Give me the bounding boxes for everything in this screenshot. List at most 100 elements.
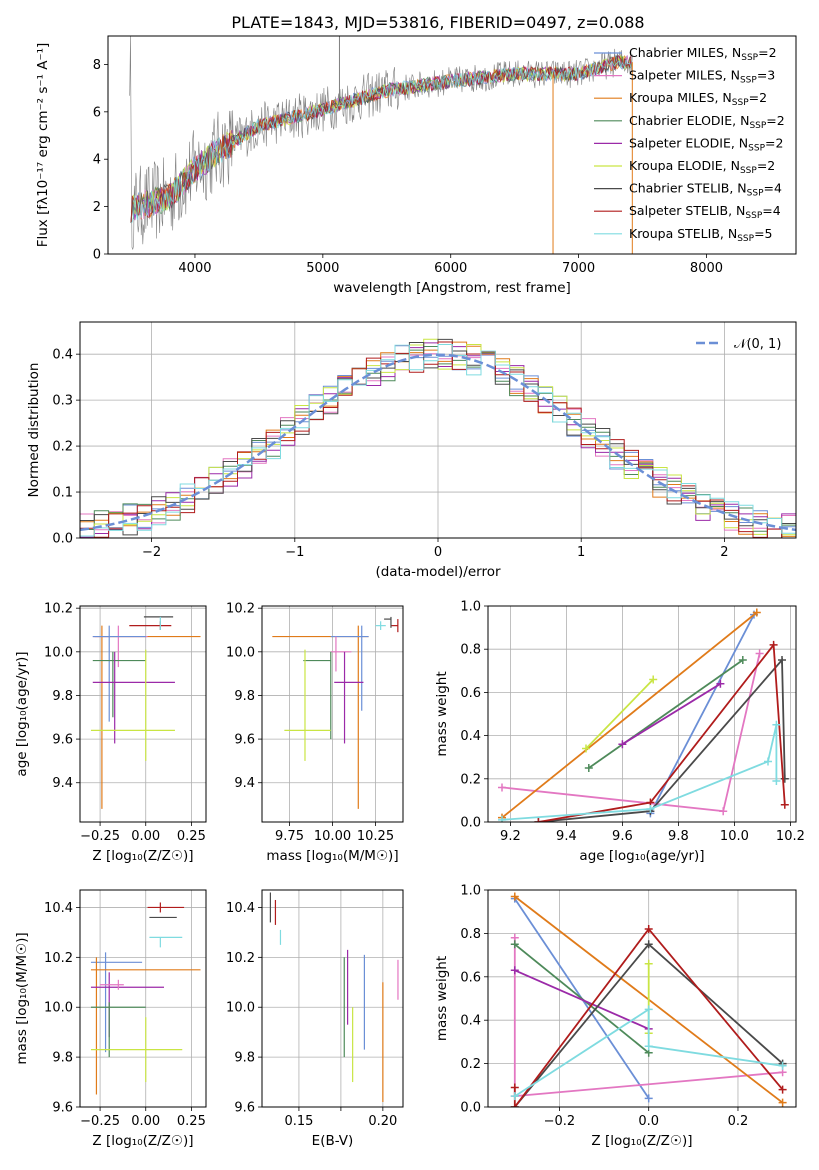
model-line	[130, 55, 632, 224]
weight-marker	[644, 959, 653, 968]
weight-marker	[778, 1061, 787, 1070]
weight-marker	[778, 1098, 787, 1107]
x-tick-label: 0.00	[131, 829, 160, 844]
legend-label: Chabrier ELODIE, NSSP=2	[629, 113, 785, 131]
axes-frame	[107, 35, 797, 255]
y-tick-label: 9.6	[52, 733, 73, 748]
x-tick-label: −2	[142, 545, 161, 560]
x-tick-label: 0.15	[284, 1114, 313, 1129]
mass-vs-ebv-panel: 0.15 0.20 9.6 9.8 10.0 10.2 10.4 E(B-V)	[226, 889, 404, 1149]
y-tick-label: 0.8	[460, 643, 481, 658]
y-tick-label: 10.0	[226, 1001, 255, 1016]
y-axis-label: Normed distribution	[26, 363, 42, 498]
x-axis-label: wavelength [Angstrom, rest frame]	[333, 280, 571, 296]
weight-vs-z-marks	[510, 892, 787, 1107]
y-tick-label: 0.1	[52, 486, 73, 501]
weight-marker	[764, 757, 772, 766]
x-axis-label: age [log₁₀(age/yr)]	[579, 848, 704, 864]
x-tick-label: −1	[285, 545, 304, 560]
x-tick-label: 10.0	[720, 829, 749, 844]
x-tick-label: 9.2	[500, 829, 521, 844]
y-tick-label: 10.2	[44, 951, 73, 966]
x-axis-label: Z [log₁₀(Z/Z☉)]	[92, 1133, 193, 1149]
model-line	[130, 59, 632, 224]
weight-marker	[510, 966, 519, 975]
x-tick-label: 0.20	[368, 1114, 397, 1129]
y-tick-label: 9.4	[234, 776, 255, 791]
histogram-step	[80, 344, 796, 538]
x-tick-label: 6000	[434, 261, 467, 276]
weight-marker	[644, 1042, 653, 1051]
y-tick-label: 4	[93, 153, 101, 168]
axes-frame	[261, 889, 404, 1108]
weight-marker	[498, 815, 506, 822]
x-tick-label: 0.25	[177, 829, 206, 844]
y-tick-label: 9.8	[234, 1051, 255, 1066]
y-tick-label: 9.6	[234, 1101, 255, 1116]
y-tick-label: 10.0	[44, 645, 73, 660]
y-tick-label: 0.0	[460, 816, 481, 831]
weight-marker	[510, 1083, 519, 1092]
weight-marker	[646, 805, 655, 814]
weight-marker	[716, 679, 725, 688]
x-axis-label: (data-model)/error	[375, 564, 501, 580]
legend-label: Salpeter STELIB, NSSP=4	[629, 203, 781, 221]
y-tick-label: 9.6	[234, 733, 255, 748]
spectrum-panel: 4000 5000 6000 7000 8000 0 2 4 6 8 wavelength [Ang…	[35, 35, 797, 296]
y-tick-label: 0.4	[460, 729, 481, 744]
plot-area: 4000 5000 6000 7000 8000 0 2 4 6 8 wavelength [Ang…	[14, 35, 805, 1149]
weight-line	[514, 969, 650, 1030]
x-tick-label: −0.25	[80, 1114, 120, 1129]
model-line	[130, 55, 632, 224]
x-axis-label: Z [log₁₀(Z/Z☉)]	[591, 1133, 692, 1149]
y-tick-label: 0.6	[460, 686, 481, 701]
model-line	[130, 55, 632, 223]
legend-label: Salpeter ELODIE, NSSP=2	[629, 135, 783, 153]
y-tick-label: 10.2	[226, 951, 255, 966]
legend-label: Chabrier MILES, NSSP=2	[629, 45, 777, 63]
weight-marker	[582, 744, 590, 753]
x-tick-label: 9.6	[612, 829, 633, 844]
x-tick-label: 0	[434, 545, 442, 560]
y-tick-label: 0.0	[460, 1101, 481, 1116]
x-tick-label: 0.2	[728, 1114, 749, 1129]
y-axis-label: age [log₁₀(age/yr)]	[14, 651, 30, 776]
weight-line	[538, 657, 786, 822]
weight-marker	[772, 720, 781, 729]
normal-curve	[80, 353, 796, 532]
axes-frame	[79, 321, 797, 539]
y-tick-label: 0.2	[460, 1057, 481, 1072]
y-tick-label: 10.4	[44, 901, 73, 916]
axes-frame	[487, 605, 797, 823]
x-axis-label: Z [log₁₀(Z/Z☉)]	[92, 848, 193, 864]
weight-marker	[510, 940, 519, 949]
y-tick-label: 0	[93, 248, 101, 263]
y-tick-label: 10.0	[226, 645, 255, 660]
mass-vs-z-panel: −0.25 0.00 0.25 9.6 9.8 10.0 10.2 10.4 Z [log₁₀(…	[14, 889, 207, 1149]
x-tick-label: 7000	[562, 261, 595, 276]
spectrum-marks	[129, 36, 633, 254]
weight-marker	[769, 640, 778, 649]
y-tick-label: 0.8	[460, 927, 481, 942]
weight-marker	[510, 1103, 519, 1107]
model-line	[130, 54, 632, 224]
weight-marker	[780, 800, 789, 809]
weight-marker	[618, 740, 627, 749]
x-tick-label: 2	[720, 545, 728, 560]
axes-frame	[487, 889, 797, 1108]
residuals-panel: −2 −1 0 1 2 0.0 0.1 0.2 0.3 0.4 (data-model)/error…	[26, 321, 797, 580]
y-tick-label: 9.8	[52, 1051, 73, 1066]
weight-marker	[738, 656, 747, 664]
weight-vs-z-panel: −0.2 0.0 0.2 0.0 0.2 0.4 0.6 0.8 1.0 Z [log₁₀(Z/Z…	[434, 884, 797, 1149]
weight-marker	[510, 1092, 519, 1101]
weight-line	[585, 678, 654, 750]
y-tick-label: 8	[93, 58, 101, 73]
y-axis-label: mass [log₁₀(M/M☉)]	[14, 932, 30, 1064]
weight-line	[501, 611, 758, 819]
x-axis-label: E(B-V)	[312, 1133, 354, 1149]
weight-line	[514, 943, 650, 1054]
weight-line	[588, 659, 744, 769]
weight-marker	[510, 892, 519, 901]
x-tick-label: 9.8	[668, 829, 689, 844]
